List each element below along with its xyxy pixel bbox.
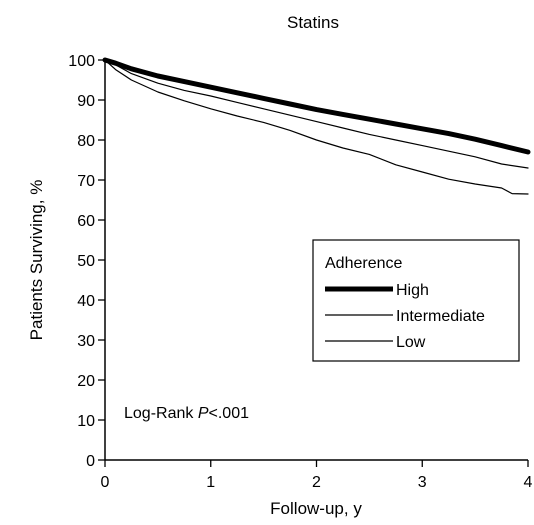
legend: Adherence High Intermediate Low	[312, 239, 520, 362]
y-tick-label: 30	[77, 333, 95, 350]
y-axis-label: Patients Surviving, %	[27, 180, 46, 341]
plot-area: 0 10 20 30 40 50 60 70 80 90 100 0 1 2 3 4	[68, 53, 532, 491]
annotation-suffix: <.001	[209, 405, 250, 422]
y-tick-label: 70	[77, 173, 95, 190]
x-tick-label: 2	[312, 474, 321, 491]
y-tick-label: 50	[77, 253, 95, 270]
series-line-low	[104, 59, 529, 195]
y-tick-label: 40	[77, 293, 95, 310]
y-tick-label: 60	[77, 213, 95, 230]
log-rank-annotation: Log-Rank P<.001	[124, 405, 249, 422]
x-tick-label: 1	[206, 474, 215, 491]
legend-label-intermediate: Intermediate	[396, 308, 485, 325]
y-axis-ticks: 0 10 20 30 40 50 60 70 80 90 100	[68, 53, 105, 470]
x-tick-label: 4	[524, 474, 533, 491]
annotation-prefix: Log-Rank	[124, 405, 198, 422]
series-line-intermediate	[104, 59, 529, 169]
x-tick-label: 3	[418, 474, 427, 491]
chart-title: Statins	[287, 13, 339, 32]
series-lines	[102, 57, 531, 195]
legend-label-high: High	[396, 282, 429, 299]
y-tick-label: 10	[77, 413, 95, 430]
y-tick-label: 20	[77, 373, 95, 390]
y-tick-label: 0	[86, 453, 95, 470]
series-line-high	[102, 57, 531, 155]
y-tick-label: 90	[77, 93, 95, 110]
legend-title: Adherence	[325, 255, 402, 272]
legend-items: High Intermediate Low	[325, 282, 485, 351]
x-axis-ticks: 0 1 2 3 4	[101, 460, 533, 491]
annotation-p: P	[198, 405, 209, 422]
y-tick-label: 80	[77, 133, 95, 150]
x-axis-label: Follow-up, y	[270, 499, 362, 518]
y-tick-label: 100	[68, 53, 95, 70]
x-tick-label: 0	[101, 474, 110, 491]
legend-label-low: Low	[396, 334, 426, 351]
